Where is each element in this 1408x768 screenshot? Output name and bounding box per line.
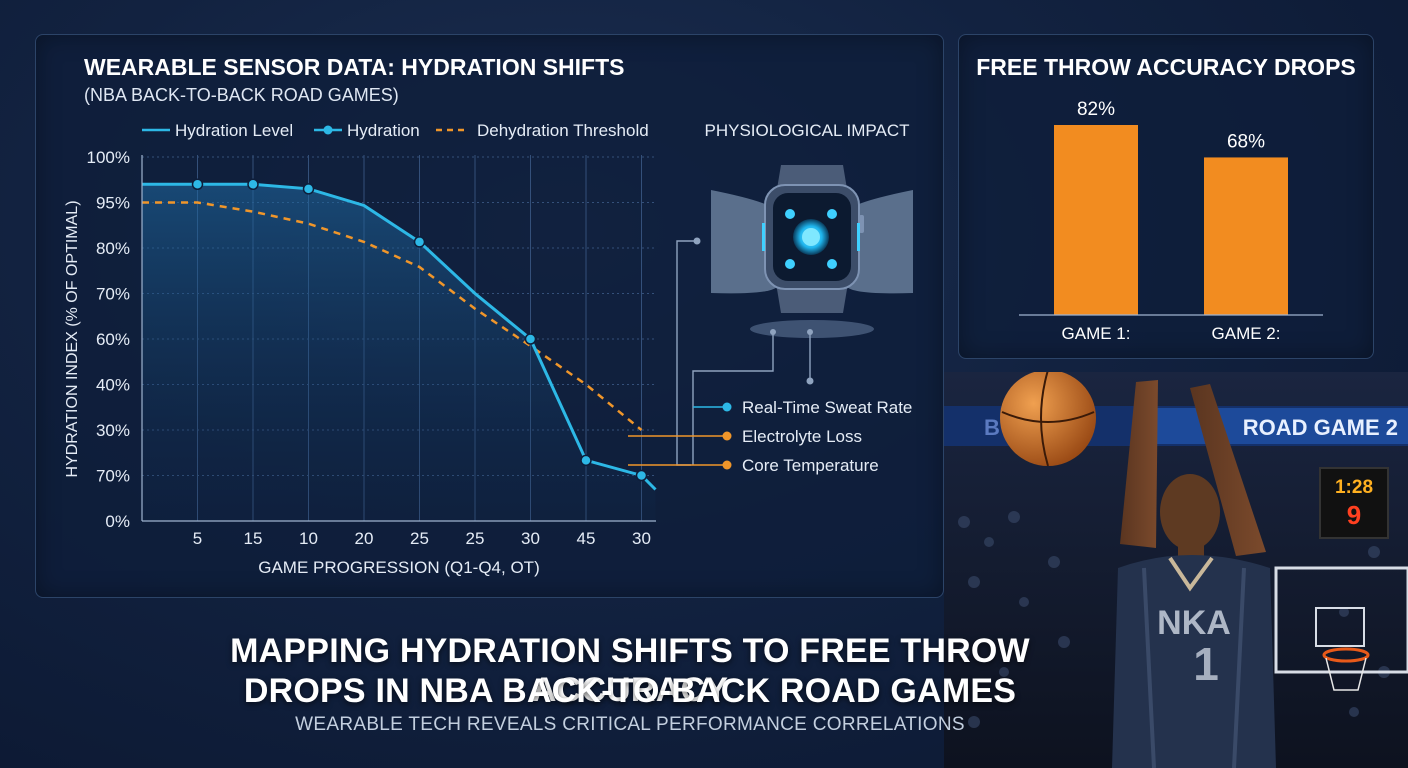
arena-banner-left: B xyxy=(984,415,1000,440)
x-tick-label: 30 xyxy=(632,529,651,548)
hydration-data-point xyxy=(580,454,592,467)
headline-line-2: DROPS IN NBA BACK-TO-BACK ROAD GAMES xyxy=(243,672,1017,710)
x-tick-label: 10 xyxy=(299,529,318,548)
impact-connectors xyxy=(628,237,814,470)
bar-2 xyxy=(1204,157,1288,315)
bar-1 xyxy=(1054,125,1138,315)
x-tick-label: 30 xyxy=(521,529,540,548)
hydration-markers xyxy=(191,178,648,482)
hydration-data-point xyxy=(524,333,537,345)
hydration-data-point xyxy=(302,183,315,195)
impact-item-sweat-rate: Real-Time Sweat Rate xyxy=(742,398,912,417)
shot-clock-seconds: 9 xyxy=(1347,500,1361,530)
line-chart-ticks: 5 15 10 20 25 25 30 45 30 0% 70% 30% 40% 60% 70% 80% 95%… xyxy=(87,148,651,548)
headline-subtitle: WEARABLE TECH REVEALS CRITICAL PERFORMAN… xyxy=(295,714,965,735)
line-chart-title: WEARABLE SENSOR DATA: HYDRATION SHIFTS xyxy=(84,54,625,80)
player-photo: ROAD GAME 2 B 1:28 9 NKA 1 xyxy=(944,372,1408,768)
bar-marks: 82% GAME 1: 68% GAME 2: xyxy=(1054,99,1288,343)
line-chart-legend: Hydration Level Hydration Dehydration Th… xyxy=(142,121,649,140)
y-tick-label: 80% xyxy=(96,239,130,258)
y-tick-label: 100% xyxy=(87,148,130,167)
basketball xyxy=(1000,372,1096,466)
hydration-area-fill xyxy=(142,184,656,522)
legend-label-threshold: Dehydration Threshold xyxy=(477,121,649,140)
y-tick-label: 70% xyxy=(96,285,130,304)
y-tick-label: 0% xyxy=(105,512,130,531)
hydration-data-point xyxy=(635,469,648,482)
hydration-data-point xyxy=(191,178,204,191)
shot-clock-box xyxy=(1319,467,1389,539)
legend-label-hydration-level: Hydration Level xyxy=(175,121,293,140)
impact-item-core-temperature: Core Temperature xyxy=(742,456,879,475)
headline-line-1: MAPPING HYDRATION SHIFTS TO FREE THROW A… xyxy=(230,632,1030,709)
line-chart-subtitle: (NBA BACK-TO-BACK ROAD GAMES) xyxy=(84,85,399,105)
series-line-dehydration-threshold xyxy=(142,201,643,431)
x-axis-label: GAME PROGRESSION (Q1-Q4, OT) xyxy=(258,558,539,577)
shot-clock-time: 1:28 xyxy=(1335,477,1373,498)
legend-label-hydration: Hydration xyxy=(347,121,420,140)
hydration-line-chart: WEARABLE SENSOR DATA: HYDRATION SHIFTS (… xyxy=(64,54,913,577)
player-photo-illustration: ROAD GAME 2 B 1:28 9 NKA 1 xyxy=(944,372,1408,768)
impact-title: PHYSIOLOGICAL IMPACT xyxy=(705,121,910,140)
legend-marker-hydration xyxy=(323,125,333,135)
backboard xyxy=(1274,566,1408,674)
hoop-rim xyxy=(1322,647,1370,663)
free-throw-chart-panel: FREE THROW ACCURACY DROPS 82% GAME 1: 68% G… xyxy=(958,34,1374,359)
free-throw-bar-chart: FREE THROW ACCURACY DROPS 82% GAME 1: 68% G… xyxy=(976,54,1356,343)
bar-chart-title: FREE THROW ACCURACY DROPS xyxy=(976,54,1356,80)
y-tick-label: 95% xyxy=(96,194,130,213)
x-tick-label: 25 xyxy=(466,529,485,548)
jersey-text: NKA xyxy=(1157,604,1231,642)
y-tick-label: 70% xyxy=(96,467,130,486)
y-tick-label: 40% xyxy=(96,376,130,395)
jersey-number: 1 xyxy=(1193,638,1219,690)
y-tick-label: 60% xyxy=(96,330,130,349)
impact-item-electrolyte-loss: Electrolyte Loss xyxy=(742,427,862,446)
bar-data-label: 82% xyxy=(1077,99,1115,120)
x-tick-label: 15 xyxy=(244,529,263,548)
arena-banner-text: ROAD GAME 2 xyxy=(1243,415,1398,440)
x-tick-label: 25 xyxy=(410,529,429,548)
hydration-data-point xyxy=(413,236,426,248)
y-tick-label: 30% xyxy=(96,421,130,440)
bar-category-label: GAME 2: xyxy=(1212,324,1281,343)
hydration-chart-panel: WEARABLE SENSOR DATA: HYDRATION SHIFTS (… xyxy=(35,34,944,598)
player-figure: NKA 1 xyxy=(1112,380,1276,768)
bar-data-label: 68% xyxy=(1227,131,1265,152)
smartwatch-icon xyxy=(711,165,913,338)
hydration-data-point xyxy=(247,178,259,191)
y-axis-label: HYDRATION INDEX (% OF OPTIMAL) xyxy=(64,200,81,477)
bar-category-label: GAME 1: xyxy=(1062,324,1131,343)
x-tick-label: 45 xyxy=(577,529,596,548)
x-tick-label: 20 xyxy=(355,529,374,548)
crowd-lights xyxy=(958,511,1390,728)
x-tick-label: 5 xyxy=(193,529,202,548)
